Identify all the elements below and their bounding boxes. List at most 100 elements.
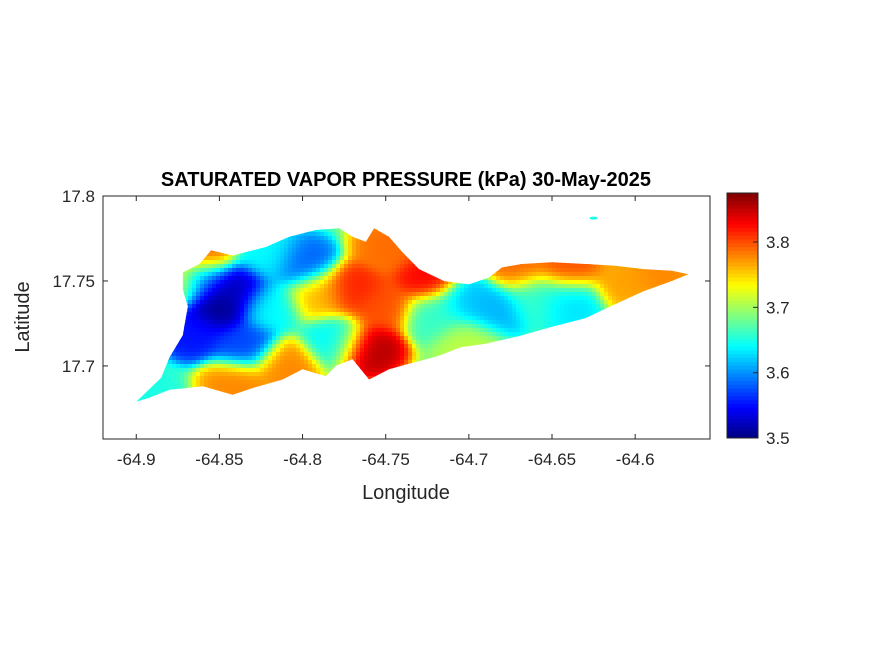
field-cell	[536, 280, 541, 285]
field-cell	[404, 344, 409, 349]
field-cell	[408, 324, 413, 329]
field-cell	[436, 292, 441, 297]
field-cell	[432, 320, 437, 325]
field-cell	[308, 252, 313, 257]
field-cell	[476, 292, 481, 297]
field-cell	[332, 248, 337, 253]
field-cell	[524, 272, 529, 277]
field-cell	[244, 280, 249, 285]
field-cell	[360, 248, 365, 253]
field-cell	[280, 272, 285, 277]
field-cell	[192, 352, 197, 357]
field-cell	[492, 300, 497, 305]
field-cell	[340, 276, 345, 281]
field-cell	[524, 312, 529, 317]
field-cell	[316, 228, 321, 233]
field-cell	[232, 304, 237, 309]
field-cell	[272, 360, 277, 365]
field-cell	[404, 296, 409, 301]
field-cell	[320, 228, 325, 233]
field-cell	[344, 240, 349, 245]
field-cell	[380, 304, 385, 309]
field-cell	[452, 344, 457, 349]
field-cell	[528, 308, 533, 313]
field-cell	[220, 360, 225, 365]
field-cell	[576, 268, 581, 273]
field-cell	[396, 312, 401, 317]
field-cell	[248, 380, 253, 385]
field-cell	[192, 276, 197, 281]
field-cell	[260, 364, 265, 369]
field-cell	[512, 308, 517, 313]
field-cell	[516, 272, 521, 277]
field-cell	[316, 316, 321, 321]
field-cell	[232, 324, 237, 329]
field-cell	[564, 284, 569, 289]
field-cell	[580, 264, 585, 269]
field-cell	[200, 304, 205, 309]
field-cell	[292, 280, 297, 285]
field-cell	[520, 276, 525, 281]
field-cell	[348, 308, 353, 313]
field-cell	[388, 300, 393, 305]
field-cell	[372, 340, 377, 345]
field-cell	[412, 344, 417, 349]
field-cell	[168, 364, 173, 369]
field-cell	[536, 308, 541, 313]
field-cell	[572, 276, 577, 281]
field-cell	[528, 264, 533, 269]
field-cell	[300, 276, 305, 281]
field-cell	[376, 360, 381, 365]
field-cell	[196, 284, 201, 289]
field-cell	[352, 332, 357, 337]
field-cell	[204, 272, 209, 277]
field-cell	[324, 240, 329, 245]
field-cell	[436, 320, 441, 325]
field-cell	[340, 344, 345, 349]
field-cell	[468, 300, 473, 305]
field-cell	[184, 328, 189, 333]
field-cell	[564, 308, 569, 313]
field-cell	[352, 340, 357, 345]
field-cell	[304, 240, 309, 245]
field-cell	[236, 368, 241, 373]
field-cell	[524, 284, 529, 289]
field-cell	[216, 268, 221, 273]
field-cell	[544, 308, 549, 313]
field-cell	[584, 292, 589, 297]
field-cell	[296, 244, 301, 249]
field-cell	[372, 228, 377, 233]
field-cell	[352, 268, 357, 273]
field-cell	[352, 324, 357, 329]
field-cell	[364, 288, 369, 293]
field-cell	[252, 264, 257, 269]
field-cell	[364, 356, 369, 361]
field-cell	[268, 380, 273, 385]
field-cell	[268, 348, 273, 353]
field-cell	[340, 320, 345, 325]
field-cell	[492, 272, 497, 277]
field-cell	[380, 364, 385, 369]
field-cell	[480, 296, 485, 301]
field-cell	[176, 348, 181, 353]
field-cell	[256, 272, 261, 277]
field-cell	[232, 336, 237, 341]
field-cell	[320, 248, 325, 253]
field-cell	[312, 320, 317, 325]
field-cell	[308, 348, 313, 353]
field-cell	[292, 308, 297, 313]
field-cell	[364, 360, 369, 365]
field-cell	[304, 348, 309, 353]
field-cell	[236, 260, 241, 265]
field-cell	[176, 368, 181, 373]
field-cell	[180, 376, 185, 381]
field-cell	[320, 328, 325, 333]
field-cell	[360, 272, 365, 277]
field-cell	[232, 260, 237, 265]
field-cell	[384, 320, 389, 325]
field-cell	[312, 340, 317, 345]
field-cell	[356, 300, 361, 305]
field-cell	[396, 308, 401, 313]
field-cell	[196, 264, 201, 269]
field-cell	[432, 312, 437, 317]
